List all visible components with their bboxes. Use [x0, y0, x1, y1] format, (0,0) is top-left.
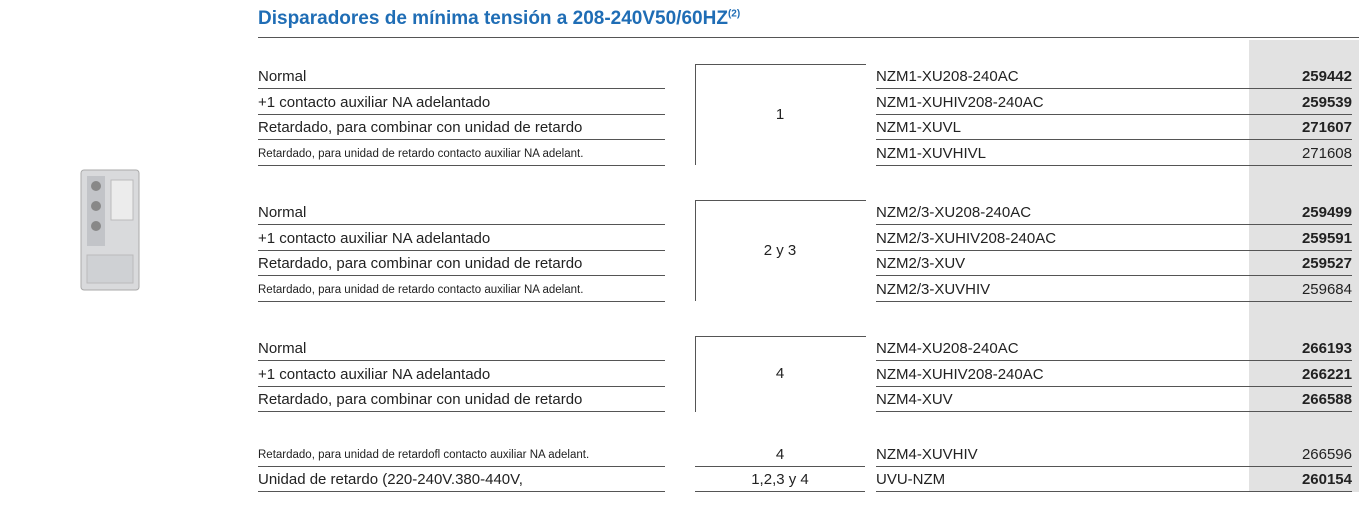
- code: NZM2/3-XUV: [876, 251, 1240, 276]
- reference: 266221: [1240, 362, 1352, 387]
- description: Normal: [258, 200, 665, 225]
- frame-label: 2 y 3: [763, 242, 797, 259]
- description: +1 contacto auxiliar NA adelantado: [258, 90, 665, 115]
- frame-label: 1: [775, 106, 785, 123]
- reference: 259499: [1240, 200, 1352, 225]
- description: Normal: [258, 336, 665, 361]
- reference: 266588: [1240, 387, 1352, 412]
- description: +1 contacto auxiliar NA adelantado: [258, 362, 665, 387]
- code: NZM2/3-XUVHIV: [876, 277, 1240, 302]
- frame-label: 4: [775, 365, 785, 382]
- code: UVU-NZM: [876, 467, 1240, 492]
- reference: 259442: [1240, 64, 1352, 89]
- frame-bracket: [695, 336, 866, 412]
- description: Retardado, para unidad de retardo contac…: [258, 277, 665, 302]
- reference: 260154: [1240, 467, 1352, 492]
- code: NZM4-XUVHIV: [876, 442, 1240, 467]
- code: NZM1-XU208-240AC: [876, 64, 1240, 89]
- description: Retardado, para combinar con unidad de r…: [258, 251, 665, 276]
- ref-column-bg: [1249, 40, 1359, 492]
- frame-bracket: [695, 64, 866, 165]
- description: +1 contacto auxiliar NA adelantado: [258, 226, 665, 251]
- code: NZM1-XUVHIVL: [876, 141, 1240, 166]
- frame-bracket: [695, 200, 866, 301]
- code: NZM4-XUHIV208-240AC: [876, 362, 1240, 387]
- description: Retardado, para combinar con unidad de r…: [258, 115, 665, 140]
- description: Retardado, para unidad de retardo contac…: [258, 141, 665, 166]
- description: Normal: [258, 64, 665, 89]
- title: Disparadores de mínima tensión a 208-240…: [258, 8, 740, 30]
- description: Retardado, para combinar con unidad de r…: [258, 387, 665, 412]
- reference: 259539: [1240, 90, 1352, 115]
- product-image: [80, 169, 140, 291]
- code: NZM2/3-XU208-240AC: [876, 200, 1240, 225]
- title-note: (2): [727, 8, 741, 20]
- frame-label: 4: [695, 442, 865, 467]
- frame-label: 1,2,3 y 4: [695, 467, 865, 492]
- code: NZM4-XU208-240AC: [876, 336, 1240, 361]
- reference: 266193: [1240, 336, 1352, 361]
- reference: 259684: [1240, 277, 1352, 302]
- description: Unidad de retardo (220-240V.380-440V,: [258, 467, 665, 492]
- reference: 266596: [1240, 442, 1352, 467]
- reference: 259591: [1240, 226, 1352, 251]
- code: NZM1-XUVL: [876, 115, 1240, 140]
- code: NZM1-XUHIV208-240AC: [876, 90, 1240, 115]
- title-text: Disparadores de mínima tensión a 208-240…: [258, 8, 728, 29]
- reference: 271607: [1240, 115, 1352, 140]
- reference: 271608: [1240, 141, 1352, 166]
- title-rule: [258, 37, 1359, 38]
- description: Retardado, para unidad de retardofl cont…: [258, 442, 665, 467]
- code: NZM4-XUV: [876, 387, 1240, 412]
- code: NZM2/3-XUHIV208-240AC: [876, 226, 1240, 251]
- reference: 259527: [1240, 251, 1352, 276]
